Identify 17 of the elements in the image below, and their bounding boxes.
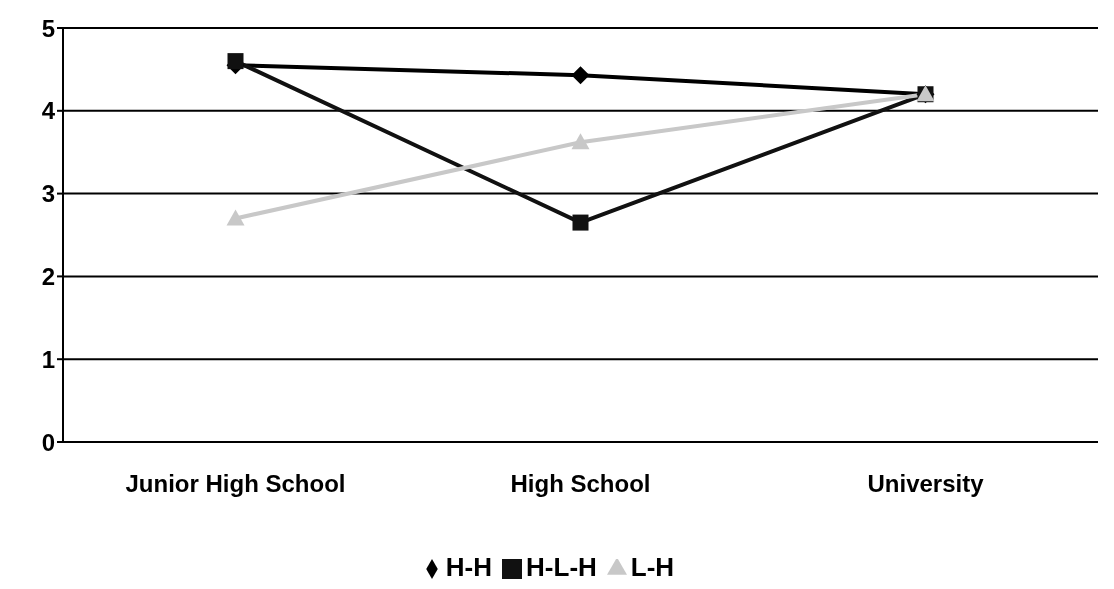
legend-label: L-H bbox=[630, 552, 675, 582]
point bbox=[571, 133, 590, 150]
point bbox=[227, 53, 244, 70]
legend-label: H-L-H bbox=[526, 552, 597, 582]
y-tick-label: 3 bbox=[41, 180, 55, 208]
x-tick-label: Junior High School bbox=[125, 470, 346, 498]
x-tick-label: High School bbox=[510, 470, 651, 498]
y-tick-label: 0 bbox=[41, 428, 55, 456]
point bbox=[571, 66, 590, 85]
y-tick-label: 5 bbox=[41, 14, 55, 42]
legend-label: H-H bbox=[445, 552, 493, 582]
y-tick-label: 2 bbox=[41, 262, 55, 290]
x-tick-label: University bbox=[867, 470, 985, 498]
y-tick-label: 4 bbox=[41, 97, 56, 125]
point bbox=[226, 209, 245, 226]
point bbox=[572, 214, 589, 231]
y-tick-label: 1 bbox=[41, 345, 55, 373]
